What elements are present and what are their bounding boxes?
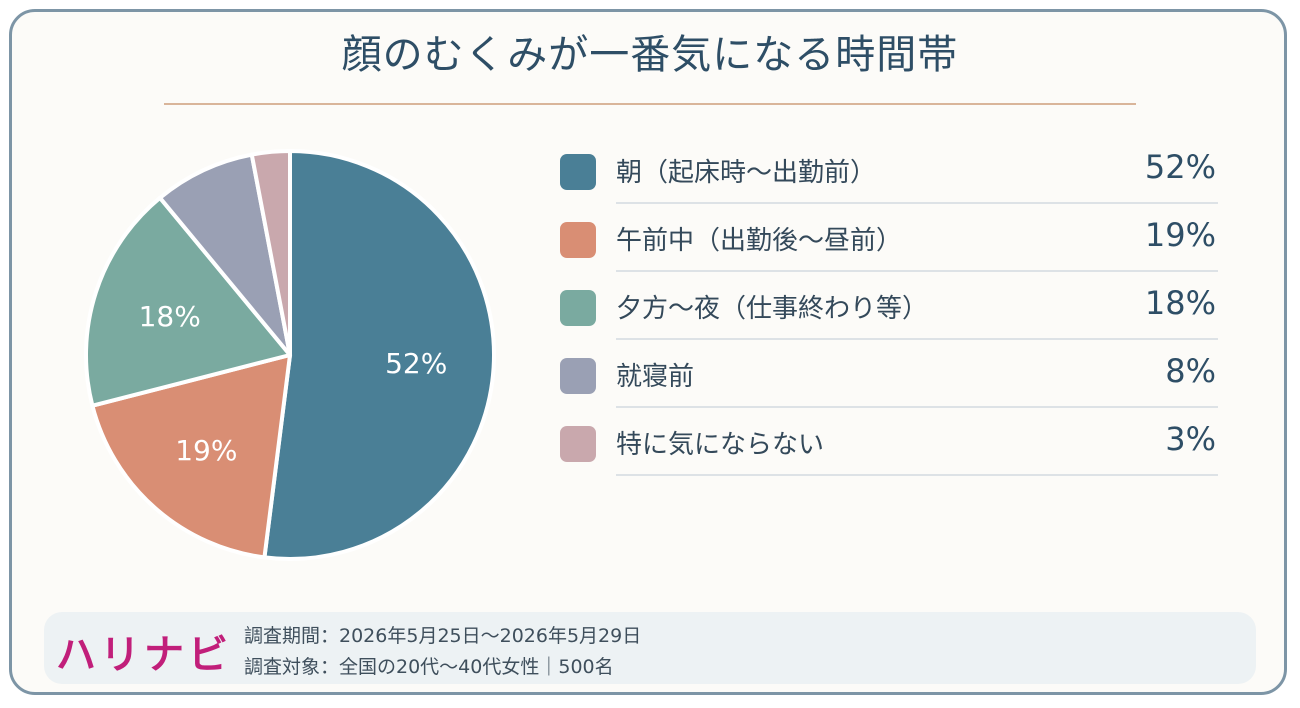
legend-swatch	[560, 154, 596, 190]
pie-slice-3	[84, 195, 292, 408]
slice-label-1: 52%	[385, 347, 447, 380]
legend-swatch	[560, 426, 596, 462]
legend-value: 18%	[1144, 284, 1216, 322]
legend-item-5: 特に気にならない 3%	[560, 410, 1218, 476]
legend-swatch	[560, 290, 596, 326]
pie-slice-2	[90, 353, 292, 560]
legend-label: 午前中（出勤後〜昼前）	[616, 226, 903, 256]
pie-slice-5	[249, 149, 292, 357]
legend-label: 就寝前	[616, 362, 695, 392]
survey-target: 調査対象：全国の20代〜40代女性｜500名	[244, 656, 614, 678]
pie-slice-1	[262, 149, 497, 561]
survey-period: 調査期間：2026年5月25日〜2026年5月29日	[244, 625, 642, 647]
chart-title: 顔のむくみが一番気になる時間帯	[341, 32, 959, 78]
legend-value: 3%	[1165, 420, 1216, 458]
legend-label: 夕方〜夜（仕事終わり等）	[616, 294, 929, 324]
slice-label-3: 18%	[139, 300, 201, 333]
legend-item-1: 朝（起床時〜出勤前） 52%	[560, 138, 1218, 204]
legend-swatch	[560, 358, 596, 394]
legend-item-2: 午前中（出勤後〜昼前） 19%	[560, 206, 1218, 272]
legend-label: 特に気にならない	[616, 430, 825, 460]
slice-label-2: 19%	[175, 434, 237, 467]
legend-label: 朝（起床時〜出勤前）	[616, 158, 877, 188]
legend-swatch	[560, 222, 596, 258]
survey-footer: ハリナビ 調査期間：2026年5月25日〜2026年5月29日 調査対象：全国の…	[44, 612, 1256, 684]
legend-item-4: 就寝前 8%	[560, 342, 1218, 408]
legend: 朝（起床時〜出勤前） 52% 午前中（出勤後〜昼前） 19% 夕方〜夜（仕事終わり等） 1…	[560, 138, 1218, 478]
pie-chart: 52% 19% 18%	[84, 149, 497, 561]
legend-value: 8%	[1165, 352, 1216, 390]
title-divider	[164, 103, 1136, 105]
legend-value: 19%	[1144, 216, 1216, 254]
legend-item-3: 夕方〜夜（仕事終わり等） 18%	[560, 274, 1218, 340]
legend-value: 52%	[1144, 148, 1216, 186]
brand-logo: ハリナビ	[56, 632, 232, 678]
